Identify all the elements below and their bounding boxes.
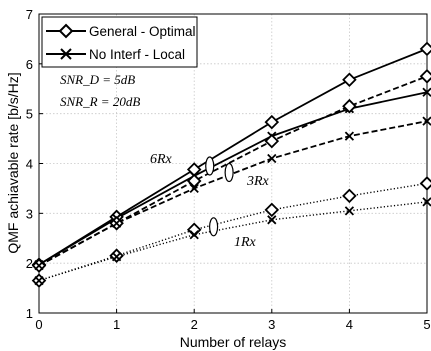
x-tick-label: 2 [191, 317, 198, 332]
data-point-x [344, 206, 355, 216]
data-point-diamond [342, 188, 357, 204]
data-point-x [111, 252, 122, 262]
snr-d-annotation: SNR_D = 5dB [60, 72, 135, 87]
data-point-x [422, 197, 431, 207]
y-tick-label: 2 [26, 256, 33, 271]
data-point-x [422, 87, 431, 97]
data-point-x [422, 116, 431, 126]
data-point-x [189, 230, 199, 240]
y-tick-label: 6 [26, 57, 33, 72]
x-tick-label: 5 [423, 317, 430, 332]
y-tick-label: 1 [26, 306, 33, 321]
data-point-diamond [419, 41, 431, 57]
x-axis-label: Number of relays [180, 334, 287, 350]
data-point-diamond [419, 69, 431, 84]
series-line-6rx-diamond [38, 48, 428, 266]
data-point-x [189, 183, 199, 194]
series-line-6rx-x [38, 91, 428, 266]
rx3-label: 3Rx [246, 174, 270, 189]
legend-x-marker [60, 48, 72, 60]
rx3-group-ellipse [224, 162, 234, 183]
data-point-x [34, 261, 44, 271]
data-point-x [344, 131, 355, 141]
data-point-diamond [342, 98, 357, 114]
series-line-1rx-x [38, 201, 428, 282]
data-point-x [267, 215, 277, 225]
data-point-diamond [419, 176, 431, 191]
x-tick-label: 1 [113, 317, 120, 332]
data-point-diamond [264, 114, 280, 130]
data-point-diamond [264, 133, 280, 149]
series-line-1rx-diamond [38, 182, 428, 282]
y-tick-label: 5 [26, 107, 33, 122]
y-tick-label: 7 [26, 7, 33, 22]
data-point-diamond [342, 72, 357, 88]
x-tick-label: 0 [35, 317, 42, 332]
snr-r-annotation: SNR_R = 20dB [60, 94, 140, 109]
y-axis-label: QMF achiavable rate [b/s/Hz] [5, 72, 21, 253]
rx6-group-ellipse [205, 156, 215, 176]
y-tick-label: 4 [26, 157, 33, 172]
legend-box [41, 16, 198, 68]
data-point-x [34, 275, 44, 286]
rx1-group-ellipse [209, 217, 219, 237]
legend-diamond-marker [58, 23, 74, 39]
legend-label-nointerf: No Interf - Local [89, 47, 185, 62]
legend-label-general: General - Optimal [89, 24, 196, 39]
x-tick-label: 3 [268, 317, 275, 332]
data-point-diamond [264, 202, 280, 218]
rx1-label: 1Rx [234, 235, 257, 250]
legend: General - Optimal No Interf - Local [41, 16, 198, 68]
data-point-x [111, 218, 122, 228]
curve-group-markers [205, 156, 234, 237]
data-series [31, 41, 431, 288]
data-point-x [267, 153, 277, 164]
data-point-diamond [186, 173, 202, 189]
series-line-3rx-x [38, 120, 428, 267]
rx6-label: 6Rx [150, 152, 173, 167]
y-tick-label: 3 [26, 206, 33, 221]
x-tick-label: 4 [346, 317, 353, 332]
